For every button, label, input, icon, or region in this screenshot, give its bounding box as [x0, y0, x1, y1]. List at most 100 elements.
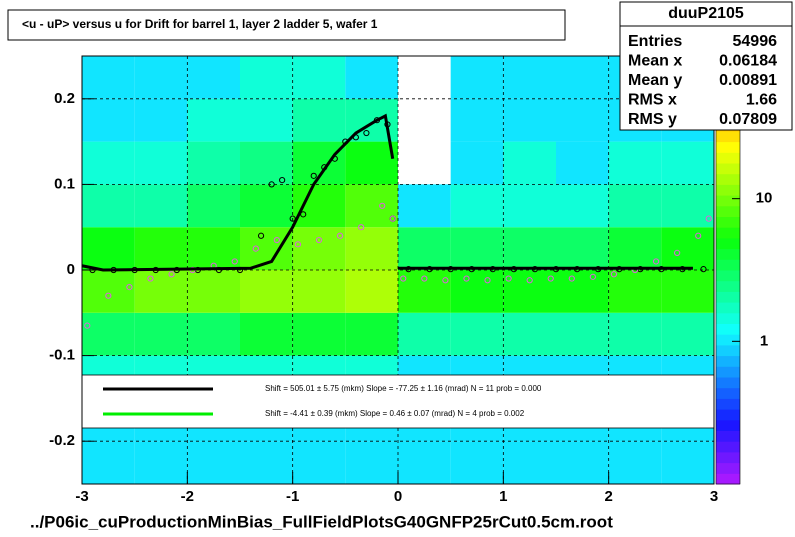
- profile-point: [379, 202, 386, 209]
- profile-point: [358, 224, 365, 231]
- heat-cell: [292, 184, 346, 228]
- colorbar-band: [716, 430, 740, 442]
- x-tick-label: 3: [710, 488, 718, 505]
- stats-value: 0.00891: [719, 72, 777, 89]
- heat-cell: [450, 312, 504, 356]
- heat-cell: [661, 441, 714, 484]
- colorbar-band: [716, 302, 740, 314]
- heat-cell: [187, 270, 240, 313]
- heat-cell: [292, 56, 346, 99]
- heat-cell: [556, 184, 609, 228]
- profile-point: [389, 215, 396, 222]
- heat-cell: [240, 441, 293, 484]
- heat-cell: [503, 441, 556, 484]
- heat-cell: [345, 56, 398, 99]
- title-box: [7, 9, 566, 41]
- x-tick-label: 1: [499, 488, 507, 505]
- heat-cell: [556, 141, 609, 185]
- colorbar-band: [716, 377, 740, 389]
- heat-cell: [450, 98, 504, 142]
- heat-cell: [134, 312, 188, 356]
- x-tick-label: 2: [604, 488, 612, 505]
- colorbar-band: [716, 173, 740, 185]
- colorbar-band: [716, 280, 740, 292]
- z-tick-label: 10: [756, 190, 773, 207]
- heat-cell: [82, 312, 135, 356]
- heat-cell: [450, 270, 504, 313]
- heat-cell: [503, 98, 556, 142]
- heat-cell: [187, 312, 240, 356]
- y-tick-label: -0.2: [49, 432, 75, 449]
- heat-cell: [556, 270, 609, 313]
- heat-cell: [556, 312, 609, 356]
- colorbar-band: [716, 441, 740, 453]
- profile-point: [400, 275, 407, 282]
- colorbar-band: [716, 270, 740, 282]
- heat-cell: [661, 184, 714, 228]
- colorbar-band: [716, 312, 740, 324]
- heat-cell: [187, 141, 240, 185]
- y-tick-label: 0.2: [54, 90, 75, 107]
- heat-cell: [292, 98, 346, 142]
- colorbar-band: [716, 205, 740, 217]
- chart-title: <u - uP> versus u for Drift for barrel 1…: [22, 17, 378, 31]
- colorbar-band: [716, 291, 740, 303]
- heat-cell: [82, 227, 135, 270]
- heat-cell: [82, 441, 135, 484]
- colorbar-band: [716, 355, 740, 367]
- heat-cell: [187, 441, 240, 484]
- profile-point: [168, 271, 175, 278]
- heat-cell: [345, 441, 398, 484]
- heat-cell: [345, 184, 398, 228]
- stats-name: duuP2105: [668, 5, 744, 22]
- heat-cell: [398, 270, 451, 313]
- profile-point: [336, 232, 344, 239]
- heat-cell: [608, 312, 662, 356]
- x-tick-label: -1: [286, 488, 299, 505]
- profile-point: [84, 322, 91, 329]
- heat-cell: [345, 141, 398, 185]
- colorbar-band: [716, 462, 740, 474]
- heat-cell: [82, 184, 135, 228]
- x-tick-label: -2: [181, 488, 194, 505]
- colorbar-band: [716, 248, 740, 260]
- heat-cell: [608, 141, 662, 185]
- profile-point: [147, 275, 154, 282]
- heat-cell: [345, 270, 398, 313]
- heat-cell: [292, 270, 346, 313]
- heat-cell: [503, 56, 556, 99]
- fit-line: [81, 113, 395, 272]
- heat-cell: [345, 227, 398, 270]
- heat-cell: [187, 184, 240, 228]
- profile-point: [421, 275, 428, 282]
- stats-label: RMS y: [628, 111, 677, 128]
- colorbar-band: [716, 141, 740, 153]
- profile-point: [547, 275, 554, 282]
- stats-value: 54996: [733, 33, 778, 50]
- heat-cell: [608, 227, 662, 270]
- colorbar-band: [716, 227, 740, 239]
- heat-cell: [134, 98, 188, 142]
- heat-cell: [398, 441, 451, 484]
- heat-cell: [608, 270, 662, 313]
- colorbar-band: [716, 259, 740, 271]
- heat-cell: [556, 441, 609, 484]
- legend-box: [81, 374, 715, 429]
- heat-cell: [661, 227, 714, 270]
- colorbar-band: [716, 152, 740, 164]
- profile-point: [231, 258, 238, 265]
- profile-point: [568, 275, 575, 282]
- profile-point: [279, 177, 286, 184]
- y-tick-label: -0.1: [49, 347, 75, 364]
- colorbar-band: [716, 195, 740, 207]
- heat-cell: [292, 312, 346, 356]
- legend-text: Shift = 505.01 ± 5.75 (mkm) Slope = -77.…: [265, 384, 542, 393]
- heat-cell: [450, 227, 504, 270]
- profile-point: [652, 258, 660, 265]
- heat-cell: [661, 141, 714, 185]
- stats-label: RMS x: [628, 92, 677, 109]
- profile-point: [610, 271, 618, 278]
- heat-cell: [556, 227, 609, 270]
- heat-cell: [82, 98, 135, 142]
- heat-cell: [503, 141, 556, 185]
